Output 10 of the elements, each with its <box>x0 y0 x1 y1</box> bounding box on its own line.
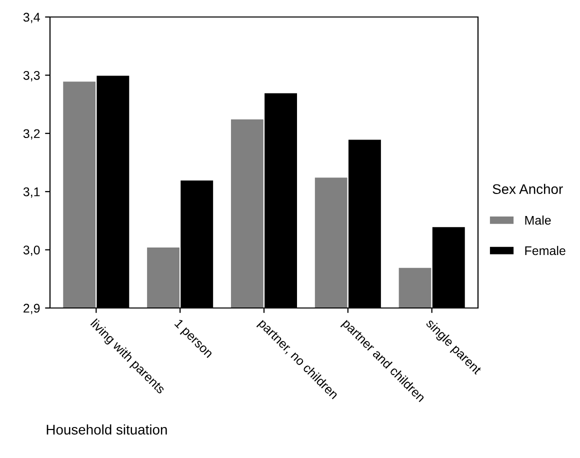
y-tick-label: 2,9 <box>24 304 40 314</box>
legend-label: Female <box>525 246 566 256</box>
legend-label: Male <box>525 216 551 225</box>
y-tick-label: 3,0 <box>23 246 40 256</box>
y-tick-label: 3,3 <box>23 71 40 82</box>
legend-title: Sex Anchor <box>492 184 563 194</box>
y-tick-label: 3,4 <box>23 12 40 24</box>
y-tick-label: 3,2 <box>23 129 40 140</box>
x-axis-title: Household situation <box>46 424 167 435</box>
y-tick-label: 3,1 <box>23 187 40 198</box>
